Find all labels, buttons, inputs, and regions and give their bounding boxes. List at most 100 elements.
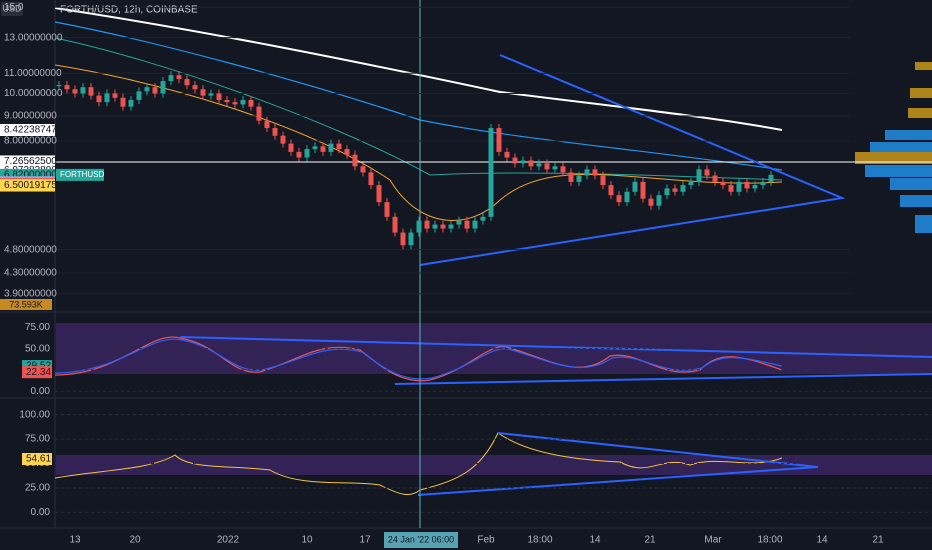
time-label: 21 [872,535,884,546]
candle [328,143,334,152]
candle [544,163,550,170]
candle [696,169,702,182]
candle [264,120,270,129]
rsi-trendline [394,373,932,385]
candle [584,169,590,176]
candle [80,87,86,94]
candle [552,166,558,170]
candle [688,181,694,186]
candle [352,154,358,167]
candle [480,216,486,221]
ma-200 [54,7,783,131]
candle [376,185,382,203]
candle [408,232,414,246]
candle [536,163,542,167]
time-label: 14 [816,535,828,546]
candle [216,93,222,100]
candle [192,85,198,90]
pane-marker-badge [22,366,52,379]
candle [288,143,294,152]
candle [728,185,734,192]
candle [248,99,254,107]
price-marker: 8.42238747 [4,125,57,136]
candle [360,166,366,173]
osc-band [56,455,932,475]
candle [400,232,406,246]
candle [736,181,742,192]
candle [416,220,422,233]
currency-badge [1,2,23,16]
candle [456,220,462,225]
price-tick-label: 13.00000000 [4,32,63,43]
candle [464,220,470,229]
profile-bar [908,108,932,118]
price-tick-label: 4.80000000 [4,244,57,255]
price-marker: 6.82000000 [4,170,57,181]
time-label: 2022 [217,535,240,546]
volume-profile [855,62,932,233]
ma-green [54,37,783,181]
candle [624,191,630,203]
candle [504,151,510,158]
candle [64,85,70,90]
candle [672,188,678,192]
candle [720,181,726,186]
profile-bar [855,152,932,164]
triangle-trendline [419,54,846,266]
candle [712,175,718,182]
price-marker: 6.50019175 [4,180,57,191]
candle [72,89,78,94]
candle [448,224,454,229]
candle [224,99,230,103]
profile-bar [910,88,932,98]
profile-bar [870,142,932,152]
candle [392,216,398,233]
candle [128,99,134,107]
candle [520,160,526,164]
candle [304,149,310,158]
candle [136,91,142,100]
candle [272,128,278,136]
candle [704,169,710,176]
pane-tick-label: 0.00 [31,386,51,397]
price-tick-label: 8.00000000 [4,136,57,147]
tag-badge [56,168,104,181]
rsi-signal [54,338,783,380]
candle [616,195,622,203]
candle [104,93,110,103]
candle [488,128,494,217]
candle [424,220,430,229]
candle [200,89,206,96]
candle [96,95,102,103]
candle [472,220,478,229]
pane-tick-label: 0.00 [31,507,51,518]
candle [144,87,150,92]
candle [768,174,774,182]
cursor-badge [384,532,458,548]
price-tick-label: 10.00000000 [4,88,63,99]
candle [632,181,638,192]
candle [344,149,350,155]
time-label: Feb [477,535,495,546]
candle [592,169,598,176]
candle [176,75,182,80]
time-label: 17 [359,535,371,546]
candle [528,160,534,167]
candle [744,181,750,189]
candle [600,175,606,186]
candle [640,181,646,199]
time-label: Mar [704,535,722,546]
candle [752,185,758,189]
candle [512,157,518,164]
candle [496,128,502,152]
price-marker-badge [0,124,55,137]
time-label: 21 [644,535,656,546]
price-marker-badge [0,179,55,192]
profile-bar [900,195,932,207]
symbol-title: FORTH/USD, 12h, COINBASE [60,5,198,16]
candle [120,97,126,107]
candle [232,102,238,105]
pane-tick-label: 75.00 [25,322,50,333]
pane-tick-label: 50.00 [25,343,50,354]
